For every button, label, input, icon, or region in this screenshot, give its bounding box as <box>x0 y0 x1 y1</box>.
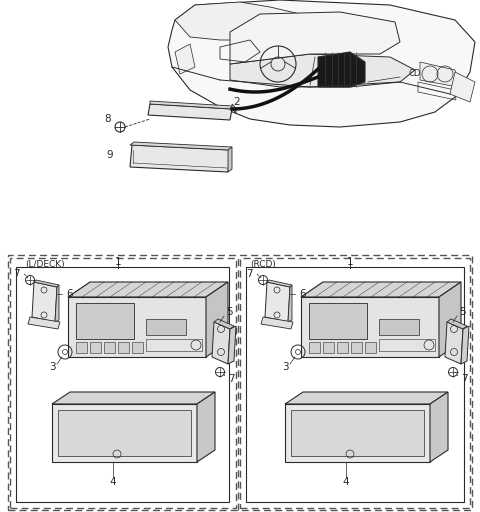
Bar <box>379 339 435 351</box>
Polygon shape <box>288 285 292 322</box>
Polygon shape <box>265 282 290 322</box>
Polygon shape <box>285 404 430 462</box>
Text: 7: 7 <box>13 269 20 279</box>
Polygon shape <box>461 326 469 364</box>
Text: 5: 5 <box>459 307 466 317</box>
Polygon shape <box>228 147 232 172</box>
Polygon shape <box>430 392 448 462</box>
Polygon shape <box>130 142 232 150</box>
Bar <box>291 410 424 456</box>
Polygon shape <box>130 145 230 172</box>
Polygon shape <box>168 0 475 127</box>
Polygon shape <box>206 282 228 357</box>
Bar <box>309 303 367 339</box>
Bar <box>132 342 143 353</box>
Bar <box>351 342 362 353</box>
Text: 1: 1 <box>347 257 353 267</box>
Polygon shape <box>68 282 228 297</box>
Text: 8: 8 <box>105 114 111 124</box>
Text: 4: 4 <box>343 477 349 487</box>
Text: (RCD): (RCD) <box>250 260 276 269</box>
Polygon shape <box>318 52 365 87</box>
Polygon shape <box>301 297 439 357</box>
Bar <box>365 342 376 353</box>
Text: 1: 1 <box>115 257 121 267</box>
Bar <box>8 255 472 510</box>
Polygon shape <box>34 280 59 287</box>
Text: CD: CD <box>409 70 421 78</box>
Bar <box>76 342 87 353</box>
Bar <box>90 342 101 353</box>
Bar <box>379 319 419 335</box>
Polygon shape <box>261 317 293 329</box>
Bar <box>58 410 191 456</box>
Polygon shape <box>150 101 232 109</box>
Bar <box>309 342 320 353</box>
Bar <box>240 258 470 508</box>
Bar <box>76 303 134 339</box>
Bar <box>10 258 236 508</box>
Bar <box>118 342 129 353</box>
Polygon shape <box>197 392 215 462</box>
Bar <box>323 342 334 353</box>
Polygon shape <box>445 322 463 364</box>
Polygon shape <box>301 282 461 297</box>
Polygon shape <box>148 104 232 120</box>
Polygon shape <box>230 54 415 87</box>
Text: 3: 3 <box>282 362 288 372</box>
Polygon shape <box>447 319 467 329</box>
Text: 3: 3 <box>48 362 55 372</box>
Bar <box>337 342 348 353</box>
Polygon shape <box>175 2 310 40</box>
Polygon shape <box>450 72 475 102</box>
Bar <box>104 342 115 353</box>
Polygon shape <box>228 326 236 364</box>
Polygon shape <box>267 280 292 287</box>
Polygon shape <box>439 282 461 357</box>
Text: (L/DECK): (L/DECK) <box>25 260 65 269</box>
Text: 7: 7 <box>461 374 468 384</box>
Text: 9: 9 <box>107 150 113 160</box>
Polygon shape <box>420 62 458 87</box>
Text: 2: 2 <box>234 97 240 107</box>
Polygon shape <box>175 44 195 74</box>
Bar <box>146 319 186 335</box>
Polygon shape <box>232 104 236 113</box>
Polygon shape <box>32 282 57 322</box>
Text: 6: 6 <box>66 289 72 299</box>
Polygon shape <box>55 285 59 322</box>
Text: 5: 5 <box>226 307 233 317</box>
Polygon shape <box>52 404 197 462</box>
Text: 6: 6 <box>299 289 306 299</box>
Bar <box>246 267 464 502</box>
Polygon shape <box>230 12 400 64</box>
Polygon shape <box>285 392 448 404</box>
Text: 7: 7 <box>228 374 235 384</box>
Polygon shape <box>68 297 206 357</box>
Bar <box>16 267 229 502</box>
Text: 7: 7 <box>246 269 253 279</box>
Polygon shape <box>52 392 215 404</box>
Polygon shape <box>212 322 230 364</box>
Polygon shape <box>28 317 60 329</box>
Text: 4: 4 <box>110 477 116 487</box>
Polygon shape <box>214 319 234 329</box>
Bar <box>146 339 202 351</box>
